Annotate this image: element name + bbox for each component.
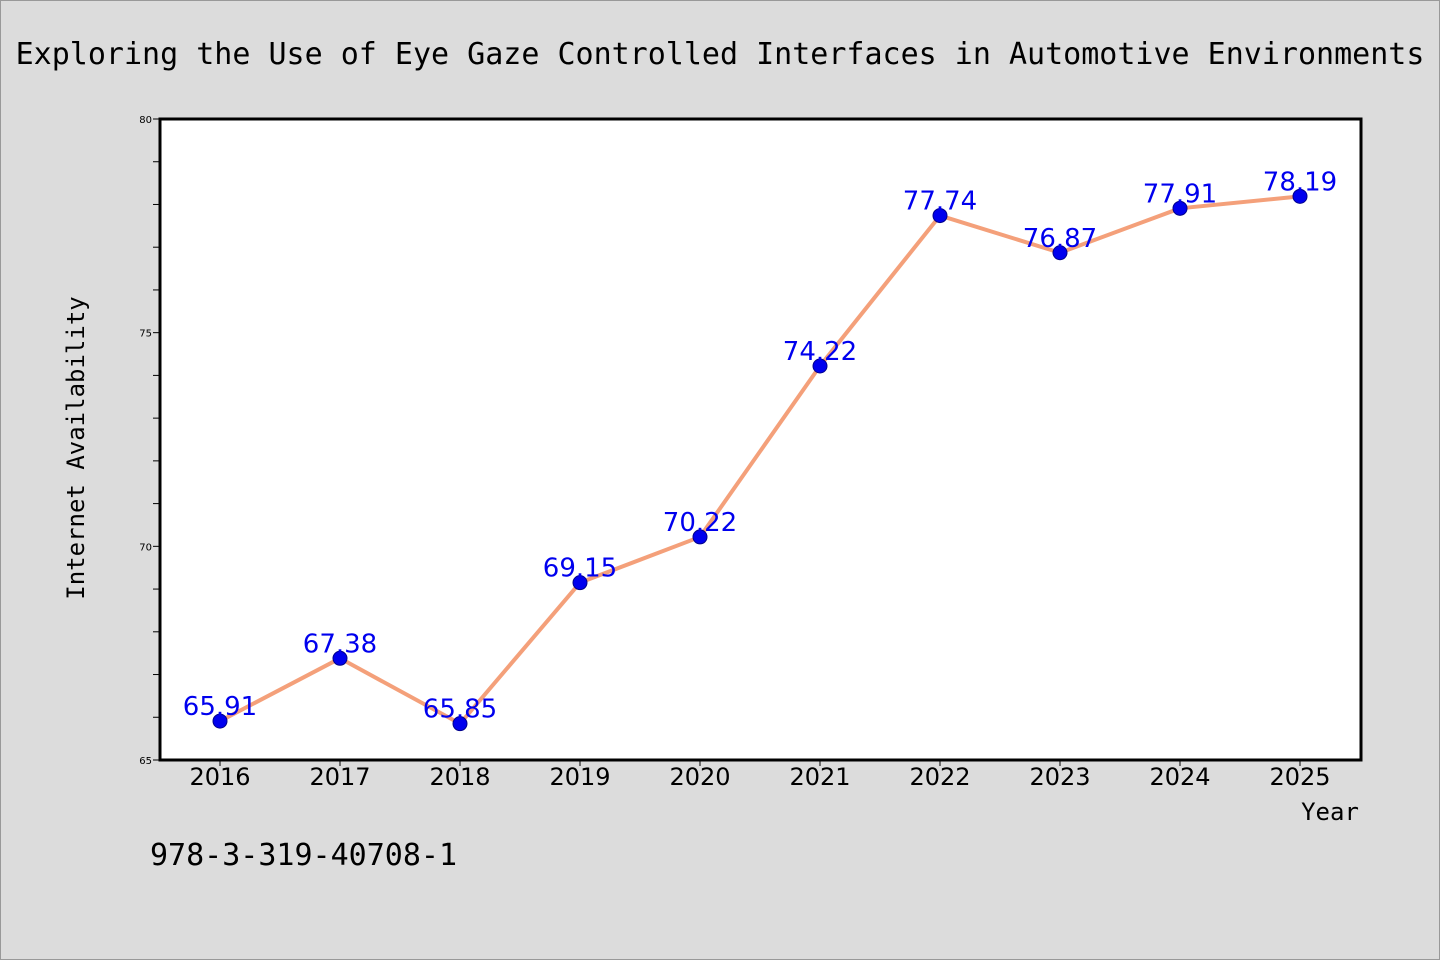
x-tick-label: 2019 <box>549 763 610 791</box>
y-tick-label: 80 <box>139 115 152 126</box>
y-axis: 65 70 75 80 <box>139 115 160 767</box>
data-label: 65.91 <box>183 692 257 722</box>
data-point <box>572 575 588 591</box>
x-tick-label: 2018 <box>429 763 490 791</box>
x-tick-label: 2022 <box>909 763 970 791</box>
data-point <box>1292 188 1308 204</box>
data-point <box>932 208 948 224</box>
data-point <box>812 358 828 374</box>
data-labels: 65.91 67.38 65.85 69.15 70.22 74.22 77.74 76.87… <box>183 167 1337 724</box>
x-tick-label: 2023 <box>1029 763 1090 791</box>
data-label: 70.22 <box>663 508 737 538</box>
data-label: 67.38 <box>303 629 377 659</box>
data-point <box>1172 200 1188 216</box>
series-line <box>219 194 1301 726</box>
x-axis-label: Year <box>1301 798 1359 826</box>
x-tick-label: 2016 <box>189 763 250 791</box>
data-point <box>212 713 228 729</box>
y-tick-label: 70 <box>139 542 152 553</box>
data-label: 77.91 <box>1143 179 1217 209</box>
data-label: 76.87 <box>1023 224 1097 254</box>
data-label: 65.85 <box>423 695 497 725</box>
chart-title: Exploring the Use of Eye Gaze Controlled… <box>16 37 1425 72</box>
y-tick-label: 65 <box>139 756 152 767</box>
x-tick-label: 2021 <box>789 763 850 791</box>
data-label: 69.15 <box>543 554 617 584</box>
x-tick-label: 2024 <box>1149 763 1210 791</box>
x-axis: 2016 2017 2018 2019 2020 2021 2022 2023 2024 2025 <box>189 760 1331 791</box>
x-tick-label: 2017 <box>309 763 370 791</box>
y-axis-label: Internet Availability <box>62 296 90 599</box>
isbn-text: 978-3-319-40708-1 <box>150 838 457 873</box>
data-point <box>332 650 348 666</box>
x-tick-label: 2020 <box>669 763 730 791</box>
data-point <box>1052 245 1068 261</box>
data-point <box>452 716 468 732</box>
data-label: 78.19 <box>1263 167 1337 197</box>
plot-area <box>158 117 1363 762</box>
data-label: 77.74 <box>903 187 977 217</box>
data-label: 74.22 <box>783 337 857 367</box>
y-tick-label: 75 <box>139 329 152 340</box>
x-tick-label: 2025 <box>1269 763 1330 791</box>
data-point <box>692 529 708 545</box>
series-markers <box>212 188 1308 732</box>
